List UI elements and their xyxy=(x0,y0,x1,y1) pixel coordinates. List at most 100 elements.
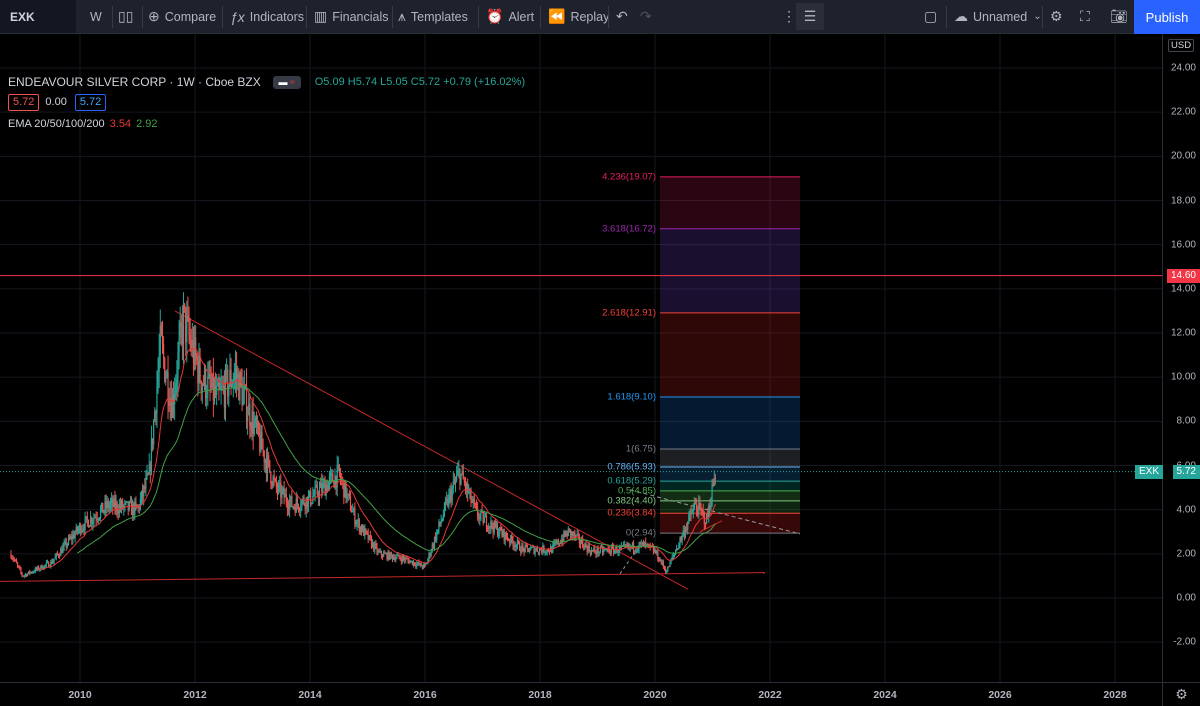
candle-body xyxy=(307,495,310,507)
select-layout-button[interactable]: ▢ xyxy=(924,0,942,33)
alert-button[interactable]: ⏰ Alert xyxy=(486,0,534,33)
drag-handle[interactable]: ⋮ xyxy=(782,0,801,33)
candle-body xyxy=(384,553,386,555)
candle-body xyxy=(547,548,550,552)
redo-button[interactable]: ↷ xyxy=(640,0,657,33)
ask-price[interactable]: 5.72 xyxy=(74,93,107,111)
axis-settings-button[interactable]: ⚙ xyxy=(1162,682,1200,706)
candle-body xyxy=(235,368,238,378)
indicators-button[interactable]: ƒx Indicators xyxy=(230,0,304,33)
candle-body xyxy=(41,565,43,570)
compare-button[interactable]: ⊕ Compare xyxy=(148,0,216,33)
candle-body xyxy=(292,506,294,508)
fib-extension-drawing[interactable] xyxy=(619,176,801,574)
candle-body xyxy=(477,508,479,517)
candle-body xyxy=(322,483,324,492)
fullscreen-button[interactable]: ⛶ xyxy=(1080,0,1095,33)
candle-body xyxy=(474,503,477,505)
candle-body xyxy=(119,504,122,508)
candle-body xyxy=(240,372,242,383)
candle-body xyxy=(587,545,589,552)
candle-body xyxy=(464,482,467,490)
candle-body xyxy=(133,503,135,516)
candle-body xyxy=(663,566,666,569)
candle-body xyxy=(613,547,615,554)
candle-body xyxy=(404,558,406,561)
templates-icon: ⩚ xyxy=(398,8,406,24)
candle-body xyxy=(519,542,521,551)
candle-body xyxy=(398,554,400,558)
candle-body xyxy=(631,542,634,548)
time-axis[interactable]: 2010 2012 2014 2016 2018 2020 2022 2024 2026 2028 xyxy=(0,682,1162,706)
candle-body xyxy=(70,536,72,539)
price-axis[interactable]: USD 24.00 22.00 20.00 18.00 16.00 14.00 12.00 1… xyxy=(1162,34,1200,682)
layout-toggle-button[interactable]: ☰ xyxy=(796,3,824,30)
candle-body xyxy=(448,494,450,506)
candle-body xyxy=(538,548,541,553)
trendline-drawings[interactable] xyxy=(0,310,766,590)
fib-level-label: 0.618(5.29) xyxy=(607,475,656,487)
candle-body xyxy=(452,481,454,489)
visibility-toggle[interactable]: ▬ ≈ xyxy=(272,75,301,89)
candle-body xyxy=(111,499,113,503)
settings-button[interactable]: ⚙ xyxy=(1050,0,1068,33)
candle-body xyxy=(87,520,90,528)
candle-body xyxy=(161,335,164,345)
currency-label[interactable]: USD xyxy=(1168,39,1195,52)
fib-trend-dashed[interactable] xyxy=(629,489,801,535)
candle-body xyxy=(97,518,99,520)
bid-price[interactable]: 5.72 xyxy=(8,93,40,111)
candle-body xyxy=(107,501,109,509)
symbol-title[interactable]: ENDEAVOUR SILVER CORP · 1W · Cboe BZX xyxy=(8,75,261,89)
candle-body xyxy=(562,539,564,542)
candle-body xyxy=(65,541,67,547)
candle-body xyxy=(234,368,237,374)
financials-button[interactable]: ▥ Financials xyxy=(314,0,389,33)
interval-button[interactable]: W xyxy=(90,0,102,33)
templates-button[interactable]: ⩚ Templates xyxy=(398,0,468,33)
screenshot-button[interactable]: 📷︎ xyxy=(1110,0,1133,33)
horizontal-line-drawings[interactable] xyxy=(0,275,1162,473)
candle-body xyxy=(450,490,452,502)
candle-body xyxy=(638,542,640,549)
candle-body xyxy=(247,415,249,421)
symbol-search[interactable]: EXK xyxy=(0,0,76,33)
candle-body xyxy=(472,498,474,503)
layout-name-button[interactable]: ☁ Unnamed ⌄ xyxy=(954,0,1047,33)
candle-body xyxy=(112,499,114,507)
candle-body xyxy=(438,521,440,530)
candle-body xyxy=(484,515,486,518)
descending-trendline[interactable] xyxy=(174,310,689,590)
replay-button[interactable]: ⏪ Replay xyxy=(548,0,609,33)
candle-body xyxy=(64,541,66,544)
support-trendline[interactable] xyxy=(0,572,766,582)
candle-body xyxy=(671,556,673,561)
chart-style-button[interactable]: ▯▯ xyxy=(118,0,138,33)
candle-body xyxy=(17,563,19,566)
candle-body xyxy=(431,544,433,552)
candle-body xyxy=(205,368,207,399)
chart-canvas[interactable] xyxy=(0,34,1162,682)
candle-body xyxy=(10,553,12,558)
candle-body xyxy=(275,479,277,488)
candle-body xyxy=(514,545,516,548)
candle-body xyxy=(662,561,665,567)
candle-body xyxy=(410,560,412,562)
publish-button[interactable]: Publish xyxy=(1134,0,1200,34)
rewind-icon: ⏪ xyxy=(548,8,566,24)
short-trendline[interactable] xyxy=(699,520,723,533)
candle-body xyxy=(25,574,28,576)
candle-body xyxy=(614,550,616,554)
candle-body xyxy=(362,526,364,532)
ema-label[interactable]: EMA 20/50/100/200 xyxy=(8,118,105,130)
candle-body xyxy=(541,550,543,553)
candle-body xyxy=(691,513,693,515)
chart-pane[interactable]: 4.236(19.07) 3.618(16.72) 2.618(12.91) 1.61… xyxy=(0,34,1162,682)
candle-body xyxy=(73,534,75,539)
candle-body xyxy=(303,497,305,505)
candle-body xyxy=(385,553,387,555)
candle-body xyxy=(326,484,328,492)
candle-body xyxy=(81,529,83,533)
candle-body xyxy=(421,566,423,568)
undo-button[interactable]: ↶ xyxy=(616,0,633,33)
